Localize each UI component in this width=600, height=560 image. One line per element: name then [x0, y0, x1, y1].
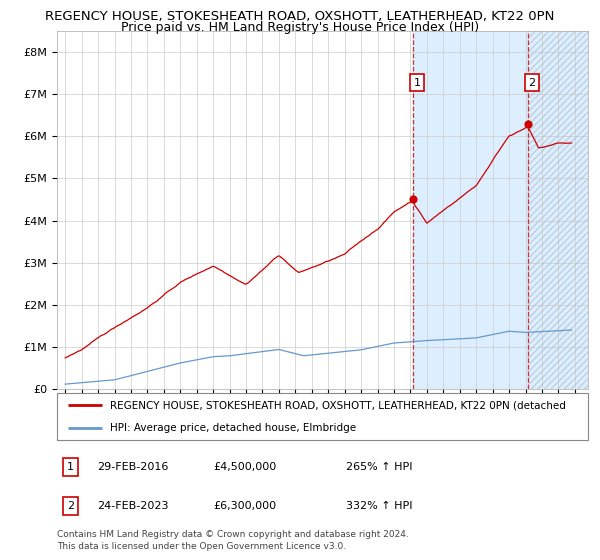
Text: £4,500,000: £4,500,000 [214, 462, 277, 472]
Text: Price paid vs. HM Land Registry's House Price Index (HPI): Price paid vs. HM Land Registry's House … [121, 21, 479, 34]
Bar [528, 31, 600, 389]
Text: 332% ↑ HPI: 332% ↑ HPI [346, 501, 413, 511]
Text: REGENCY HOUSE, STOKESHEATH ROAD, OXSHOTT, LEATHERHEAD, KT22 0PN (detached: REGENCY HOUSE, STOKESHEATH ROAD, OXSHOTT… [110, 400, 566, 410]
Text: Contains HM Land Registry data © Crown copyright and database right 2024.: Contains HM Land Registry data © Crown c… [57, 530, 409, 539]
Text: 24-FEB-2023: 24-FEB-2023 [97, 501, 169, 511]
Text: £6,300,000: £6,300,000 [214, 501, 277, 511]
Text: REGENCY HOUSE, STOKESHEATH ROAD, OXSHOTT, LEATHERHEAD, KT22 0PN: REGENCY HOUSE, STOKESHEATH ROAD, OXSHOTT… [46, 10, 554, 23]
Bar [413, 31, 600, 389]
Text: 1: 1 [67, 462, 74, 472]
Text: 1: 1 [413, 78, 421, 88]
Text: 265% ↑ HPI: 265% ↑ HPI [346, 462, 413, 472]
Text: 2: 2 [529, 78, 536, 88]
Point [408, 195, 418, 204]
Text: 29-FEB-2016: 29-FEB-2016 [97, 462, 168, 472]
Text: HPI: Average price, detached house, Elmbridge: HPI: Average price, detached house, Elmb… [110, 423, 356, 433]
Text: This data is licensed under the Open Government Licence v3.0.: This data is licensed under the Open Gov… [57, 542, 346, 550]
Point [523, 119, 533, 128]
Text: 2: 2 [67, 501, 74, 511]
